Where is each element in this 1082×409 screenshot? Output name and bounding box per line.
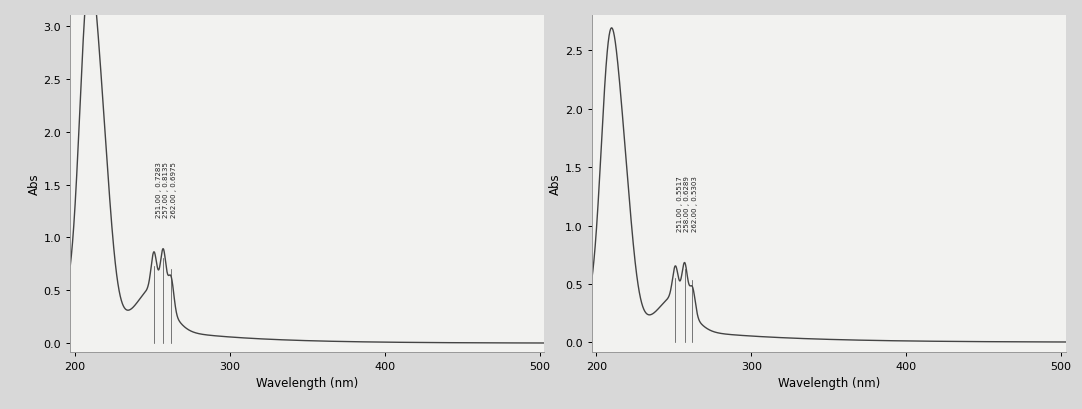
Text: 251.00 , 0.5517
258.00 , 0.6289
262.00 , 0.5303: 251.00 , 0.5517 258.00 , 0.6289 262.00 ,… bbox=[677, 176, 698, 231]
X-axis label: Wavelength (nm): Wavelength (nm) bbox=[778, 376, 880, 389]
Y-axis label: Abs: Abs bbox=[28, 173, 41, 195]
X-axis label: Wavelength (nm): Wavelength (nm) bbox=[256, 376, 358, 389]
Text: 251.00 , 0.7283
257.00 , 0.8135
262.00 , 0.6975: 251.00 , 0.7283 257.00 , 0.8135 262.00 ,… bbox=[156, 162, 176, 218]
Y-axis label: Abs: Abs bbox=[550, 173, 563, 195]
